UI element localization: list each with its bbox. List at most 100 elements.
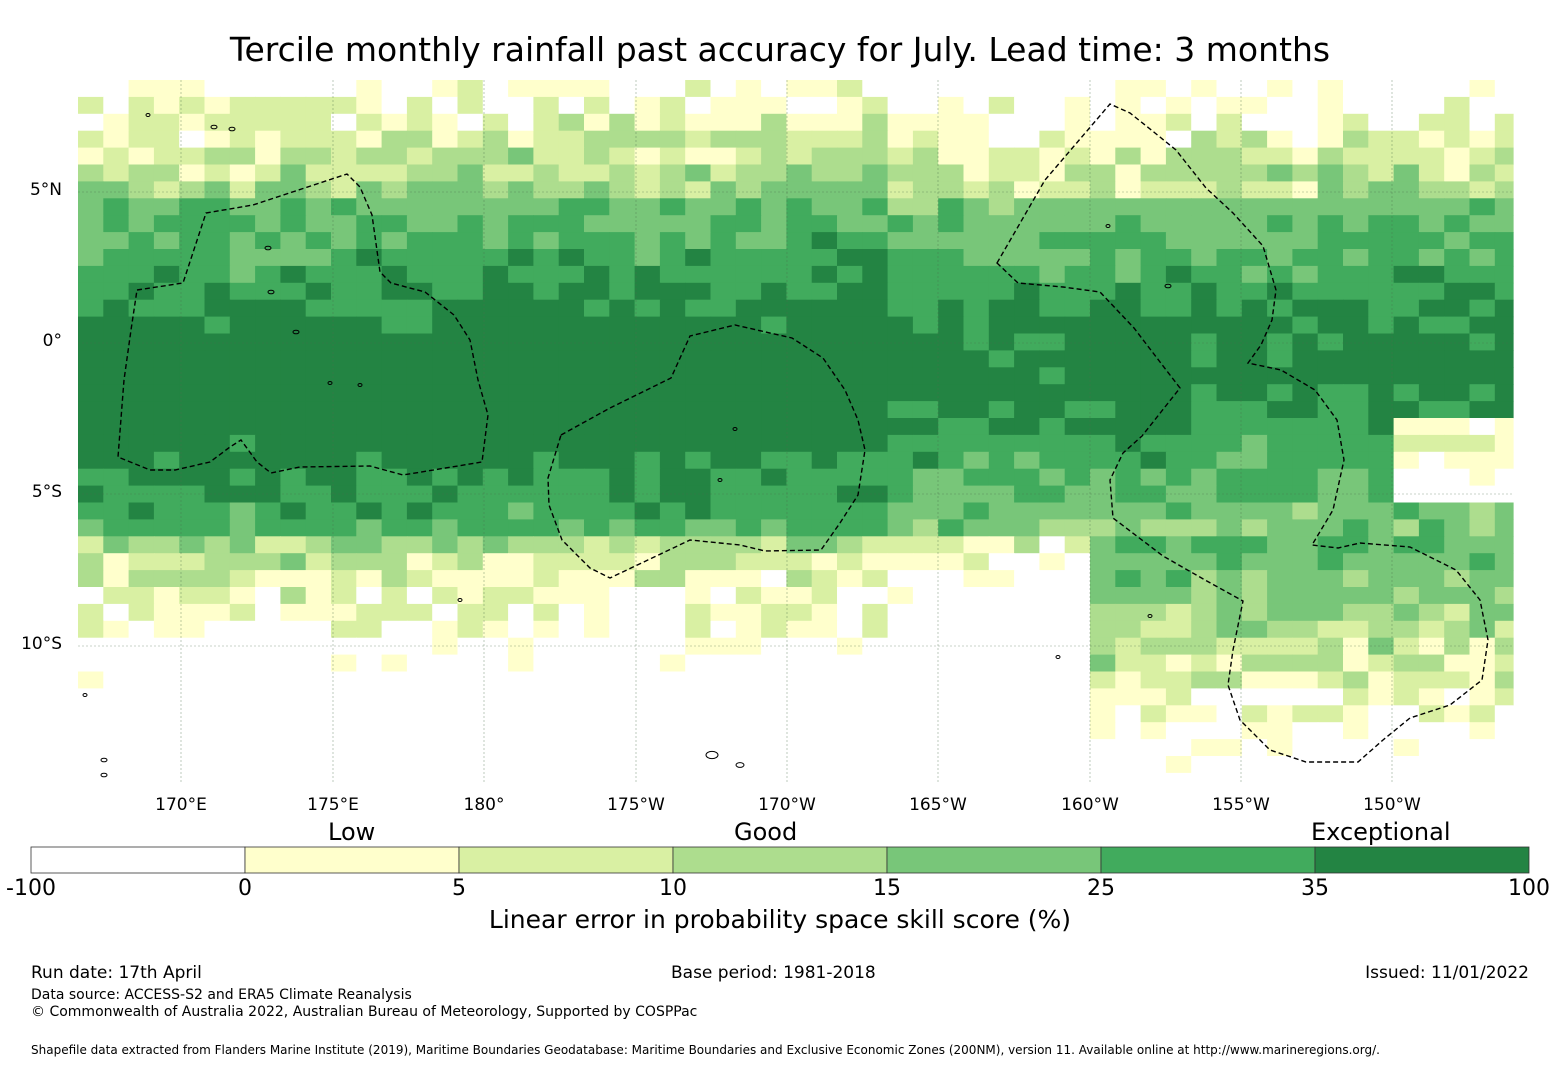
skill-cell <box>1444 316 1471 335</box>
skill-cell <box>1191 316 1218 335</box>
skill-cell <box>558 468 585 487</box>
skill-cell <box>255 654 281 673</box>
skill-cell <box>1317 299 1344 318</box>
skill-cell <box>811 722 838 740</box>
skill-cell <box>229 401 256 419</box>
skill-cell <box>963 198 990 216</box>
skill-cell <box>305 587 332 605</box>
skill-cell <box>1444 249 1471 267</box>
skill-cell <box>356 316 383 335</box>
skill-cell <box>280 147 307 166</box>
skill-cell <box>356 688 383 706</box>
skill-cell <box>1267 468 1293 487</box>
skill-cell <box>584 333 610 351</box>
island-outline <box>145 113 151 117</box>
skill-cell <box>1115 654 1142 673</box>
skill-cell <box>331 772 357 783</box>
skill-cell <box>1216 502 1243 520</box>
skill-cell <box>1292 265 1319 284</box>
skill-cell <box>761 502 787 520</box>
eez-line-islands <box>996 103 1489 763</box>
skill-cell <box>558 519 585 537</box>
skill-cell <box>406 434 433 453</box>
skill-cell <box>255 401 281 419</box>
skill-cell <box>584 215 610 233</box>
skill-cell <box>103 739 130 757</box>
skill-cell <box>837 130 863 149</box>
skill-cell <box>659 722 686 740</box>
skill-cell <box>1191 198 1218 216</box>
skill-cell <box>735 113 762 132</box>
skill-cell <box>1267 130 1293 149</box>
skill-cell <box>558 739 585 757</box>
skill-cell <box>735 637 762 656</box>
skill-cell <box>988 671 1015 689</box>
skill-cell <box>837 181 863 199</box>
skill-cell <box>988 451 1015 470</box>
skill-cell <box>862 485 889 504</box>
skill-cell <box>128 215 155 233</box>
skill-cell <box>1140 367 1167 385</box>
skill-cell <box>305 232 332 250</box>
skill-cell <box>482 96 509 115</box>
skill-cell <box>1494 637 1514 656</box>
skill-cell <box>963 299 990 318</box>
skill-cell <box>280 654 307 673</box>
skill-cell <box>280 553 307 571</box>
skill-cell <box>508 215 534 233</box>
skill-cell <box>482 671 509 689</box>
skill-cell <box>482 333 509 351</box>
skill-cell <box>862 603 889 622</box>
skill-cell <box>1418 401 1445 419</box>
skill-cell <box>533 654 560 673</box>
skill-cell <box>280 451 307 470</box>
skill-cell <box>685 451 712 470</box>
skill-cell <box>482 434 509 453</box>
skill-cell <box>103 333 130 351</box>
skill-cell <box>558 654 585 673</box>
skill-cell <box>1039 418 1066 436</box>
skill-cell <box>1241 654 1268 673</box>
skill-cell <box>331 536 357 554</box>
skill-cell <box>659 181 686 199</box>
skill-cell <box>482 485 509 504</box>
skill-cell <box>1241 80 1268 98</box>
skill-cell <box>634 164 661 182</box>
skill-cell <box>1267 688 1293 706</box>
skill-cell <box>938 418 965 436</box>
skill-cell <box>1368 265 1395 284</box>
skill-cell <box>786 485 813 504</box>
skill-cell <box>685 468 712 487</box>
skill-cell <box>887 384 914 402</box>
skill-cell <box>837 215 863 233</box>
skill-cell <box>331 232 357 250</box>
skill-cell <box>634 249 661 267</box>
skill-cell <box>735 434 762 453</box>
skill-cell <box>786 80 813 98</box>
skill-cell <box>862 265 889 284</box>
skill-cell <box>862 705 889 723</box>
skill-cell <box>710 367 737 385</box>
skill-cell <box>1039 367 1066 385</box>
skill-cell <box>1090 468 1116 487</box>
skill-cell <box>482 401 509 419</box>
skill-cell <box>482 722 509 740</box>
skill-cell <box>1418 299 1445 318</box>
skill-cell <box>1418 485 1445 504</box>
skill-cell <box>103 316 130 335</box>
skill-cell <box>1343 249 1369 267</box>
skill-cell <box>1115 620 1142 639</box>
skill-cell <box>229 485 256 504</box>
skill-cell <box>761 485 787 504</box>
skill-cell <box>1064 418 1091 436</box>
skill-cell <box>988 96 1015 115</box>
skill-cell <box>1469 418 1496 436</box>
base-period: Base period: 1981-2018 <box>671 963 876 983</box>
skill-cell <box>1140 333 1167 351</box>
island-outlines <box>82 113 1172 778</box>
skill-cell <box>305 130 332 149</box>
skill-cell <box>862 688 889 706</box>
skill-cell <box>862 519 889 537</box>
skill-cell <box>331 739 357 757</box>
skill-cell <box>786 434 813 453</box>
